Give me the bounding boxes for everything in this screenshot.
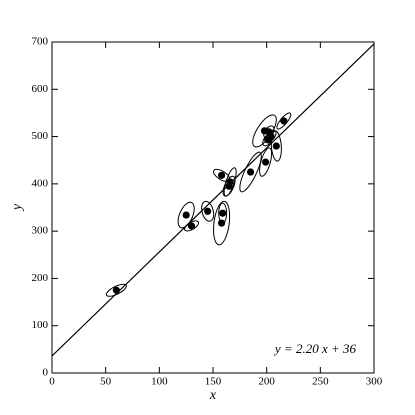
point (280, 117, 288, 125)
x-tick-label: 200 (258, 376, 275, 388)
error-ellipse (277, 110, 291, 133)
point (246, 168, 255, 176)
error-ellipse (214, 196, 230, 251)
error-ellipse (106, 282, 126, 299)
y-tick-label: 700 (32, 36, 49, 48)
y-tick-label: 100 (32, 319, 49, 331)
fit-annotation: y = 2.20 x + 36 (273, 341, 357, 356)
error-ellipse (260, 142, 272, 182)
error-ellipse (202, 199, 214, 224)
point (112, 286, 120, 294)
point (272, 142, 280, 150)
point (182, 211, 190, 219)
y-tick-label: 300 (32, 225, 49, 237)
y-tick-label: 200 (32, 272, 49, 284)
error-ellipse (271, 128, 281, 164)
plot-frame (51, 41, 375, 374)
error-ellipse (240, 144, 261, 200)
x-tick-label: 100 (151, 376, 168, 388)
point (217, 219, 226, 227)
point (204, 207, 212, 215)
x-axis-label: x (209, 388, 217, 403)
x-tick-label: 250 (312, 376, 329, 388)
y-axis-label: y (10, 203, 25, 212)
plot-area (52, 43, 374, 357)
point (187, 222, 196, 230)
x-tick-label: 50 (100, 376, 112, 388)
x-tick-label: 0 (49, 376, 55, 388)
point (217, 171, 226, 179)
x-tick-label: 150 (205, 376, 222, 388)
y-tick-label: 0 (43, 367, 49, 379)
error-ellipse (253, 108, 277, 153)
error-ellipse (224, 162, 236, 202)
y-tick-label: 500 (32, 130, 49, 142)
point (265, 128, 273, 136)
point (226, 178, 234, 186)
y-tick-label: 400 (32, 177, 49, 189)
y-tick-label: 600 (32, 83, 49, 95)
point (219, 209, 227, 217)
x-tick-label: 300 (366, 376, 383, 388)
error-ellipse (185, 219, 199, 233)
fit-line (52, 43, 374, 357)
point (261, 158, 270, 166)
